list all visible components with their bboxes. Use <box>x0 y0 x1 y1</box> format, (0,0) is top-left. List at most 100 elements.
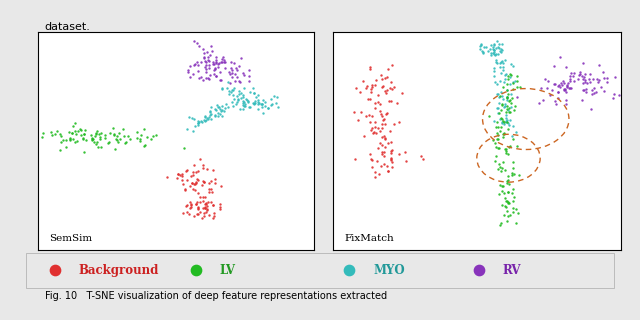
Point <box>243 99 253 104</box>
Point <box>564 74 575 79</box>
Point <box>493 145 503 150</box>
Point <box>366 89 376 94</box>
Point <box>591 89 602 94</box>
Point <box>502 82 513 87</box>
Point <box>507 171 517 176</box>
Point <box>65 135 76 140</box>
Point <box>581 81 591 86</box>
Point <box>609 92 620 97</box>
Point <box>223 79 234 84</box>
Point <box>230 79 240 84</box>
Point <box>180 188 190 193</box>
Text: RV: RV <box>502 264 521 277</box>
Point <box>102 140 113 145</box>
Point <box>509 107 519 112</box>
Point <box>377 85 387 90</box>
Point <box>344 268 355 273</box>
Point <box>492 82 502 87</box>
Point <box>233 96 243 101</box>
Point <box>500 109 511 114</box>
Point <box>237 99 248 104</box>
Point <box>203 116 213 122</box>
Point <box>365 67 375 72</box>
Point <box>495 65 506 70</box>
Point <box>496 90 506 95</box>
Point <box>497 188 507 193</box>
Point <box>217 113 227 118</box>
Point <box>199 54 209 60</box>
Point <box>200 195 210 200</box>
Point <box>490 158 500 164</box>
Point <box>380 154 390 159</box>
Point <box>367 125 378 130</box>
Point <box>195 156 205 161</box>
Point <box>191 177 202 182</box>
Point <box>503 152 513 157</box>
Point <box>506 101 516 106</box>
Point <box>253 97 263 102</box>
Point <box>382 74 392 79</box>
Point <box>376 73 387 78</box>
Point <box>504 144 514 149</box>
Point <box>191 212 202 217</box>
Point <box>502 117 512 123</box>
Point <box>196 215 207 220</box>
Point <box>199 180 209 185</box>
Point <box>364 113 374 118</box>
Point <box>81 137 91 142</box>
Point <box>120 141 131 146</box>
Point <box>549 82 559 87</box>
Point <box>350 156 360 162</box>
Point <box>253 106 263 111</box>
Point <box>67 131 77 136</box>
Point <box>179 145 189 150</box>
Point <box>385 85 395 90</box>
Point <box>505 109 515 115</box>
Point <box>485 50 495 55</box>
Point <box>193 204 203 209</box>
Point <box>189 182 200 187</box>
Point <box>385 128 395 133</box>
Point <box>501 118 511 123</box>
Point <box>514 172 524 178</box>
Point <box>550 98 560 103</box>
Point <box>203 55 213 60</box>
Point <box>86 132 97 137</box>
Point <box>238 107 248 112</box>
Point <box>499 104 509 109</box>
Point <box>209 210 220 215</box>
Point <box>372 145 383 150</box>
Point <box>499 118 509 123</box>
Point <box>380 136 390 141</box>
Text: LV: LV <box>220 264 236 277</box>
Point <box>494 161 504 166</box>
Point <box>186 64 196 69</box>
Point <box>204 76 214 82</box>
Point <box>477 49 488 54</box>
Point <box>47 132 57 137</box>
Point <box>193 211 204 216</box>
Point <box>367 113 377 118</box>
Point <box>475 47 485 52</box>
Point <box>71 132 81 137</box>
Point <box>99 135 109 140</box>
Point <box>563 81 573 86</box>
Point <box>180 187 190 192</box>
Point <box>213 64 223 69</box>
Point <box>494 45 504 51</box>
Point <box>205 52 215 58</box>
Point <box>213 110 223 115</box>
Point <box>489 48 499 53</box>
Point <box>198 47 208 52</box>
Point <box>500 147 510 152</box>
Point <box>214 60 225 65</box>
Point <box>577 98 587 103</box>
Point <box>373 100 383 105</box>
Point <box>118 127 129 132</box>
Point <box>205 105 216 110</box>
Point <box>502 97 512 102</box>
Point <box>497 102 508 107</box>
Point <box>189 38 199 43</box>
Point <box>502 173 513 178</box>
Point <box>564 78 575 84</box>
